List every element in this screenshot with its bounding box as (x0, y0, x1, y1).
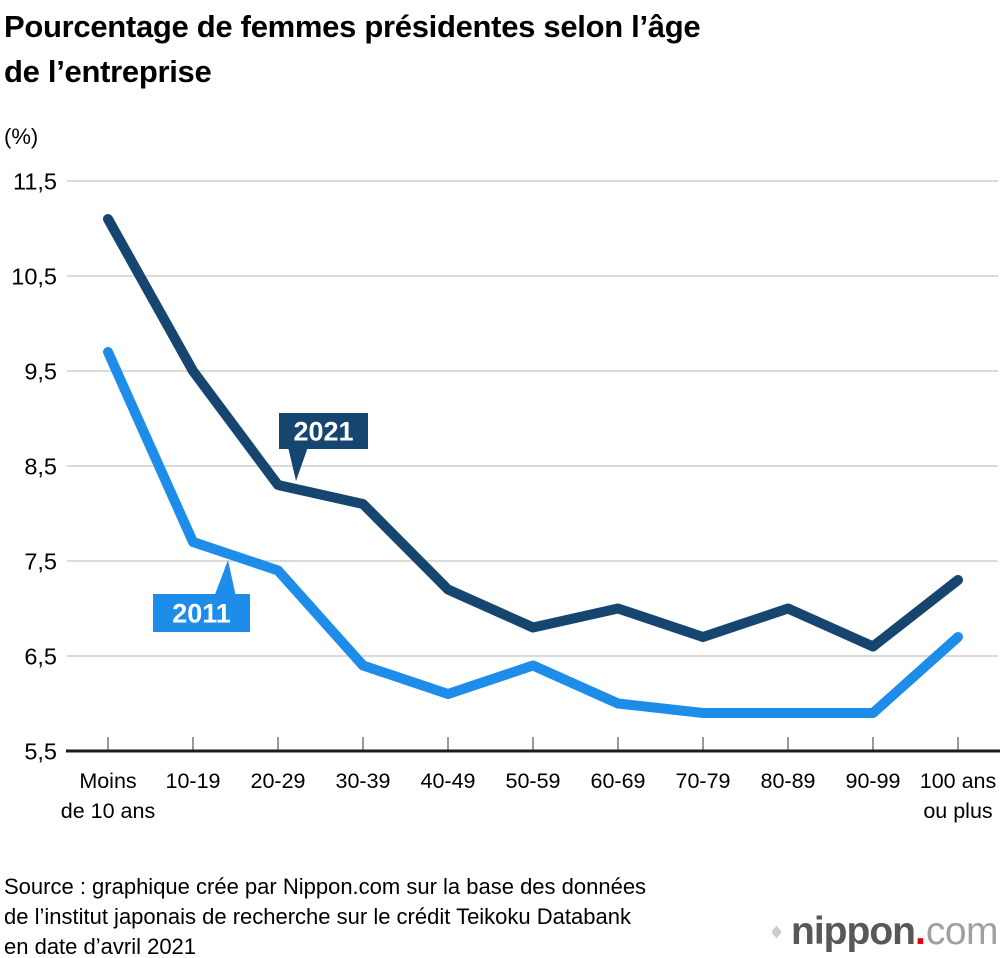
callout-pointer-2011 (214, 560, 236, 597)
callout-box-2021 (279, 413, 368, 449)
callout-label-2021: 2021 (293, 417, 353, 447)
y-axis-label: 7,5 (24, 549, 57, 575)
source-note: Source : graphique crée par Nippon.com s… (4, 872, 646, 958)
soundwave-bar (772, 930, 773, 934)
y-axis-label: 5,5 (24, 739, 57, 765)
x-axis-label: 70-79 (676, 769, 731, 793)
soundwave-bar (777, 926, 778, 938)
callout-label-2011: 2011 (172, 599, 231, 629)
callout-box-2011 (153, 594, 250, 632)
y-axis-label: 11,5 (13, 169, 57, 195)
page-title: Pourcentage de femmes présidentes selon … (4, 4, 701, 94)
page-title-line-1: Pourcentage de femmes présidentes selon … (4, 9, 701, 44)
series-line-2011 (103, 347, 963, 718)
soundwave-bar (780, 930, 781, 934)
x-axis-label: 40-49 (421, 769, 476, 793)
soundwave-bar (773, 929, 774, 935)
callout-pointer-2021 (288, 447, 308, 481)
x-axis-label: 50-59 (506, 769, 561, 793)
y-axis-label: 6,5 (24, 644, 57, 670)
x-axis-label: 20-29 (251, 769, 306, 793)
soundwave-icon (772, 925, 781, 939)
y-axis-label: 8,5 (24, 454, 57, 480)
source-note-line-1: Source : graphique crée par Nippon.com s… (4, 874, 647, 899)
x-axis-label: 30-39 (336, 769, 391, 793)
y-axis-label: 10,5 (11, 264, 57, 290)
logo-dot: . (914, 910, 926, 953)
logo-text-com: com (925, 910, 999, 953)
x-axis-label: 60-69 (591, 769, 646, 793)
x-axis-label: Moins de 10 ans (61, 769, 155, 823)
soundwave-bar (778, 927, 779, 937)
x-axis-label: 10-19 (166, 769, 221, 793)
x-axis-label: 100 ans ou plus (920, 769, 997, 823)
source-note-line-2: de l’institut japonais de recherche sur … (4, 904, 631, 929)
nippon-logo: nippon. com (772, 910, 999, 954)
x-axis-label: 90-99 (846, 769, 901, 793)
y-axis-unit-label: (%) (4, 124, 39, 149)
source-note-line-3: en date d’avril 2021 (4, 934, 197, 958)
y-axis-label: 9,5 (24, 359, 57, 385)
soundwave-bar (779, 929, 780, 935)
soundwave-bar (775, 926, 776, 938)
page-title-line-2: de l’entreprise (4, 54, 212, 89)
soundwave-bar (776, 925, 777, 939)
x-axis-label: 80-89 (761, 769, 816, 793)
soundwave-bar (774, 927, 775, 937)
logo-text-nippon: nippon (791, 910, 916, 953)
series-line-2021 (103, 214, 963, 652)
